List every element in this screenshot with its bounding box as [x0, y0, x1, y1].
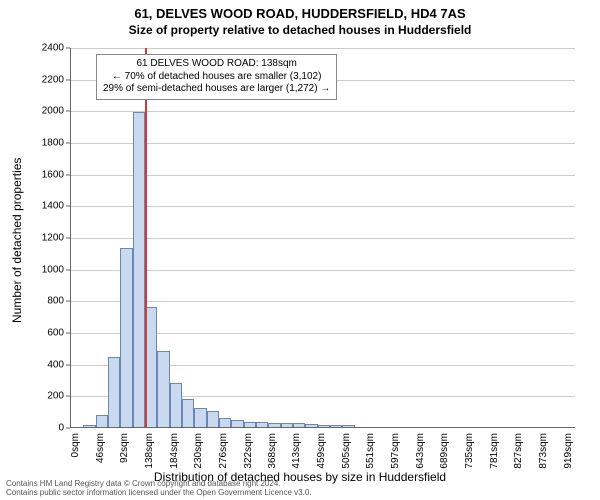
footer-attribution: Contains HM Land Registry data © Crown c…	[6, 480, 312, 498]
x-tick-label: 230sqm	[193, 433, 204, 483]
histogram-bar	[244, 422, 256, 427]
histogram-bar	[318, 425, 330, 427]
y-tick-label: 1600	[24, 169, 64, 180]
y-tick-label: 200	[24, 391, 64, 402]
annotation-line-3: 29% of semi-detached houses are larger (…	[103, 83, 330, 96]
y-tick-mark	[66, 143, 70, 144]
y-axis-label: Number of detached properties	[10, 158, 24, 323]
histogram-bar	[256, 422, 268, 427]
y-tick-label: 400	[24, 359, 64, 370]
y-tick-label: 1400	[24, 201, 64, 212]
histogram-bar	[133, 112, 145, 427]
x-tick-label: 368sqm	[267, 433, 278, 483]
annotation-line-1: 61 DELVES WOOD ROAD: 138sqm	[103, 58, 330, 71]
histogram-bar	[219, 418, 231, 427]
histogram-bar	[194, 408, 206, 427]
y-tick-mark	[66, 364, 70, 365]
annotation-line-2: ← 70% of detached houses are smaller (3,…	[103, 71, 330, 84]
x-tick-label: 551sqm	[365, 433, 376, 483]
histogram-bar	[342, 425, 354, 427]
chart-container: 61, DELVES WOOD ROAD, HUDDERSFIELD, HD4 …	[0, 0, 600, 500]
histogram-bar	[170, 383, 182, 427]
y-tick-label: 1800	[24, 138, 64, 149]
y-tick-mark	[66, 301, 70, 302]
histogram-bar	[293, 423, 305, 427]
highlight-line	[145, 48, 147, 427]
x-tick-label: 643sqm	[415, 433, 426, 483]
x-tick-label: 505sqm	[341, 433, 352, 483]
y-tick-mark	[66, 174, 70, 175]
x-tick-label: 827sqm	[513, 433, 524, 483]
y-tick-mark	[66, 396, 70, 397]
annotation-box: 61 DELVES WOOD ROAD: 138sqm ← 70% of det…	[96, 54, 337, 100]
x-tick-label: 276sqm	[218, 433, 229, 483]
x-tick-label: 0sqm	[70, 433, 81, 483]
x-tick-label: 735sqm	[464, 433, 475, 483]
footer-line-2: Contains public sector information licen…	[6, 489, 312, 498]
y-tick-label: 800	[24, 296, 64, 307]
y-tick-mark	[66, 111, 70, 112]
histogram-bar	[207, 411, 219, 427]
histogram-bar	[108, 357, 120, 427]
plot-area	[70, 48, 575, 428]
y-tick-mark	[66, 79, 70, 80]
y-tick-mark	[66, 333, 70, 334]
y-tick-mark	[66, 428, 70, 429]
y-tick-label: 1000	[24, 264, 64, 275]
histogram-bar	[157, 351, 169, 427]
y-tick-mark	[66, 238, 70, 239]
histogram-bar	[96, 415, 108, 427]
chart-title-main: 61, DELVES WOOD ROAD, HUDDERSFIELD, HD4 …	[0, 6, 600, 21]
y-tick-label: 0	[24, 423, 64, 434]
x-tick-label: 873sqm	[538, 433, 549, 483]
x-tick-label: 413sqm	[291, 433, 302, 483]
x-tick-label: 689sqm	[439, 433, 450, 483]
x-tick-label: 184sqm	[169, 433, 180, 483]
histogram-bar	[330, 425, 342, 427]
histogram-bar	[182, 399, 194, 427]
x-tick-label: 781sqm	[489, 433, 500, 483]
y-tick-label: 2400	[24, 43, 64, 54]
y-tick-label: 2200	[24, 74, 64, 85]
y-tick-label: 1200	[24, 233, 64, 244]
y-tick-mark	[66, 48, 70, 49]
y-tick-label: 600	[24, 328, 64, 339]
x-tick-label: 919sqm	[563, 433, 574, 483]
x-tick-label: 46sqm	[95, 433, 106, 483]
histogram-bar	[120, 248, 132, 427]
y-tick-label: 2000	[24, 106, 64, 117]
x-tick-label: 597sqm	[390, 433, 401, 483]
histogram-bar	[268, 423, 280, 427]
x-tick-label: 138sqm	[144, 433, 155, 483]
x-tick-label: 459sqm	[316, 433, 327, 483]
histogram-bar	[305, 424, 317, 427]
x-tick-label: 322sqm	[243, 433, 254, 483]
y-tick-mark	[66, 269, 70, 270]
chart-title-sub: Size of property relative to detached ho…	[0, 23, 600, 37]
histogram-bar	[83, 425, 95, 427]
x-tick-label: 92sqm	[119, 433, 130, 483]
y-tick-mark	[66, 206, 70, 207]
histogram-bar	[231, 420, 243, 427]
histogram-bar	[281, 423, 293, 427]
